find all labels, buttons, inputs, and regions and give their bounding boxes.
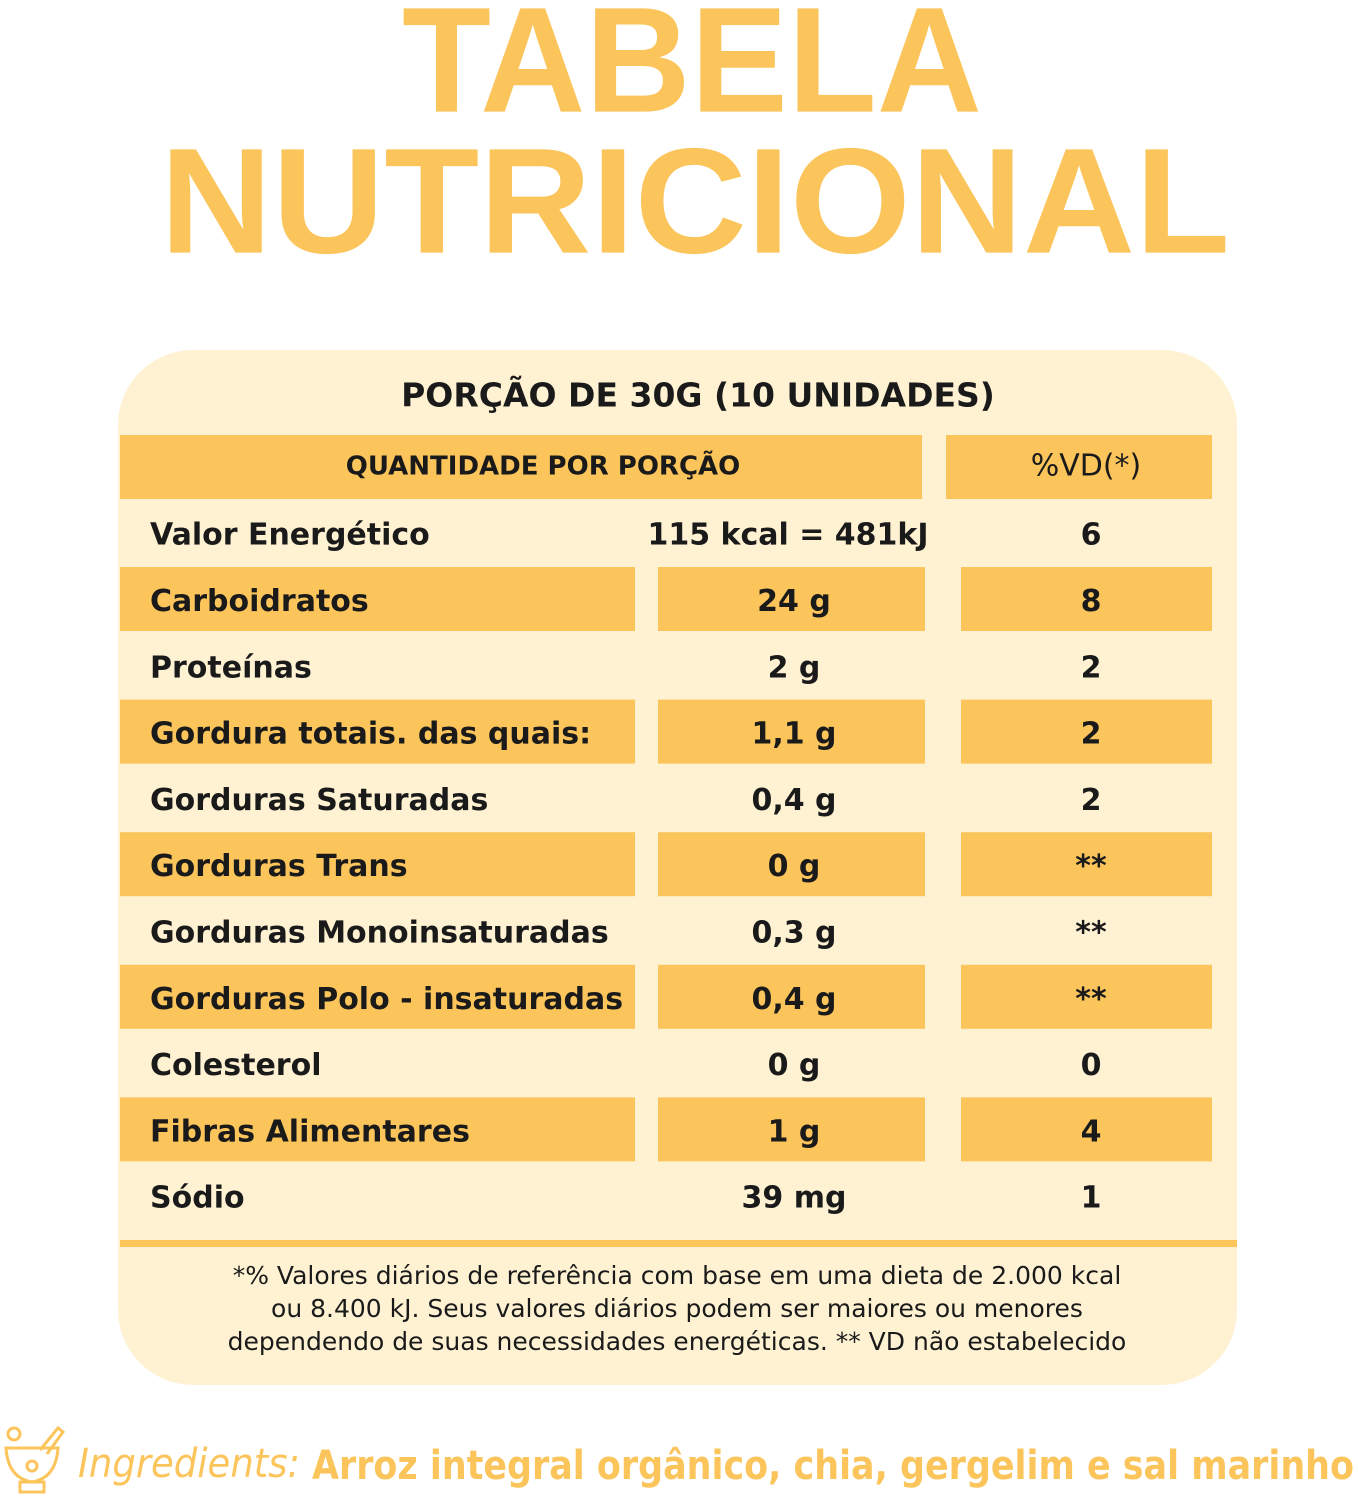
nutrient-dv: **	[1075, 982, 1107, 1017]
row-cell	[120, 964, 635, 1029]
row-cell	[120, 699, 635, 764]
nutrient-name: Gordura totais. das quais:	[150, 717, 591, 752]
nutrient-amount: 115 kcal = 481kJ	[647, 518, 928, 553]
nutrient-dv: 2	[1081, 650, 1102, 685]
nutrient-amount: 0 g	[768, 1048, 821, 1083]
nutrient-name: Proteínas	[150, 650, 312, 685]
nutrient-dv: 2	[1081, 783, 1102, 818]
nutrient-name: Fibras Alimentares	[150, 1114, 470, 1149]
nutrient-amount: 0 g	[768, 849, 821, 884]
header-label: %VD(*)	[1031, 449, 1142, 484]
footnote-line: dependendo de suas necessidades energéti…	[228, 1327, 1127, 1356]
nutrient-amount: 1 g	[768, 1114, 821, 1149]
row-cell	[658, 832, 925, 897]
header-cell	[946, 435, 1212, 499]
nutrient-name: Carboidratos	[150, 584, 369, 619]
ingredients-label: Ingredients:	[78, 1441, 300, 1487]
footnote-line: ou 8.400 kJ. Seus valores diários podem …	[271, 1294, 1083, 1323]
row-cell	[658, 964, 925, 1029]
row-cell	[961, 699, 1212, 764]
nutrient-dv: 8	[1081, 584, 1102, 619]
nutrient-dv: **	[1075, 849, 1107, 884]
header-cell	[120, 435, 922, 499]
divider	[120, 1240, 1237, 1247]
row-cell	[120, 1097, 635, 1162]
nutrient-amount: 0,4 g	[751, 783, 836, 818]
row-cell	[658, 699, 925, 764]
row-cell	[658, 567, 925, 631]
row-cell	[120, 567, 635, 631]
row-cell	[961, 832, 1212, 897]
nutrient-amount: 0,4 g	[751, 982, 836, 1017]
row-cell	[961, 1097, 1212, 1162]
nutrient-amount: 0,3 g	[751, 915, 836, 950]
nutrient-dv: 4	[1081, 1114, 1102, 1149]
nutrient-amount: 1,1 g	[751, 717, 836, 752]
title-line: NUTRICIONAL	[160, 117, 1230, 285]
nutrient-dv: 6	[1081, 518, 1102, 553]
nutrient-dv: **	[1075, 915, 1107, 950]
nutrient-amount: 39 mg	[742, 1181, 847, 1216]
footnote-line: *% Valores diários de referência com bas…	[233, 1261, 1122, 1290]
nutrient-dv: 0	[1081, 1048, 1102, 1083]
header-label: QUANTIDADE POR PORÇÃO	[346, 450, 741, 482]
ingredients-icon	[4, 1425, 66, 1494]
row-cell	[658, 1097, 925, 1162]
nutrient-name: Valor Energético	[150, 518, 430, 553]
row-cell	[961, 567, 1212, 631]
nutrient-name: Colesterol	[150, 1048, 322, 1083]
title-line: TABELA	[402, 0, 982, 144]
nutrient-dv: 1	[1081, 1181, 1102, 1216]
nutrient-name: Gorduras Monoinsaturadas	[150, 915, 609, 950]
portion: PORÇÃO DE 30G (10 UNIDADES)	[401, 375, 995, 415]
row-cell	[120, 832, 635, 897]
nutrient-amount: 24 g	[757, 584, 831, 619]
ingredients-text: Arroz integral orgânico, chia, gergelim …	[312, 1443, 1354, 1489]
nutrient-name: Sódio	[150, 1181, 245, 1216]
nutrient-name: Gorduras Trans	[150, 849, 408, 884]
nutrient-name: Gorduras Saturadas	[150, 783, 488, 818]
nutrient-amount: 2 g	[768, 650, 821, 685]
nutrient-name: Gorduras Polo - insaturadas	[150, 982, 623, 1017]
row-cell	[961, 964, 1212, 1029]
nutrient-dv: 2	[1081, 717, 1102, 752]
